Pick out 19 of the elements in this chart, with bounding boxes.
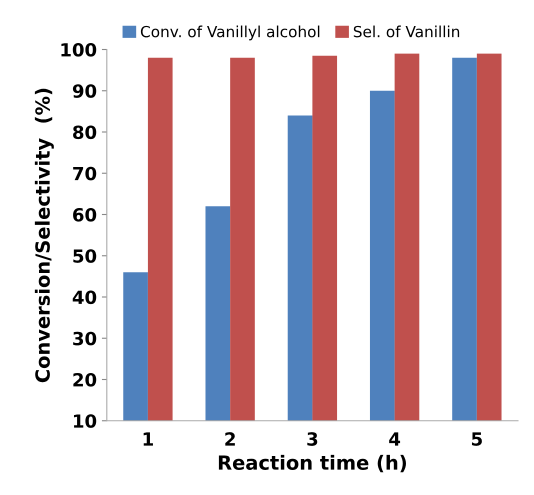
y-tick-label: 90 bbox=[72, 84, 96, 98]
y-tick-label: 100 bbox=[61, 42, 96, 57]
y-tick-label: 10 bbox=[74, 414, 96, 428]
y-tick-label: 20 bbox=[73, 372, 96, 387]
y-tick-label: 70 bbox=[73, 166, 96, 180]
x-tick-label: 1 bbox=[144, 432, 153, 446]
y-tick-label: 30 bbox=[73, 332, 96, 346]
y-tick-label: 50 bbox=[73, 249, 96, 263]
legend-label: Conv. of Vanillyl alcohol bbox=[140, 26, 320, 40]
x-tick-label: 5 bbox=[472, 432, 482, 446]
y-axis-title: Conversion/Selectivity (%) bbox=[34, 88, 54, 382]
legend-label: Sel. of Vanillin bbox=[354, 26, 460, 38]
x-axis-title: Reaction time (h) bbox=[218, 454, 406, 472]
x-tick-label: 4 bbox=[389, 432, 400, 446]
x-tick-label: 3 bbox=[307, 432, 318, 446]
y-tick-label: 40 bbox=[72, 290, 96, 304]
x-tick-label: 2 bbox=[225, 432, 235, 446]
y-tick-label: 80 bbox=[73, 125, 96, 140]
y-tick-label: 60 bbox=[73, 208, 96, 222]
